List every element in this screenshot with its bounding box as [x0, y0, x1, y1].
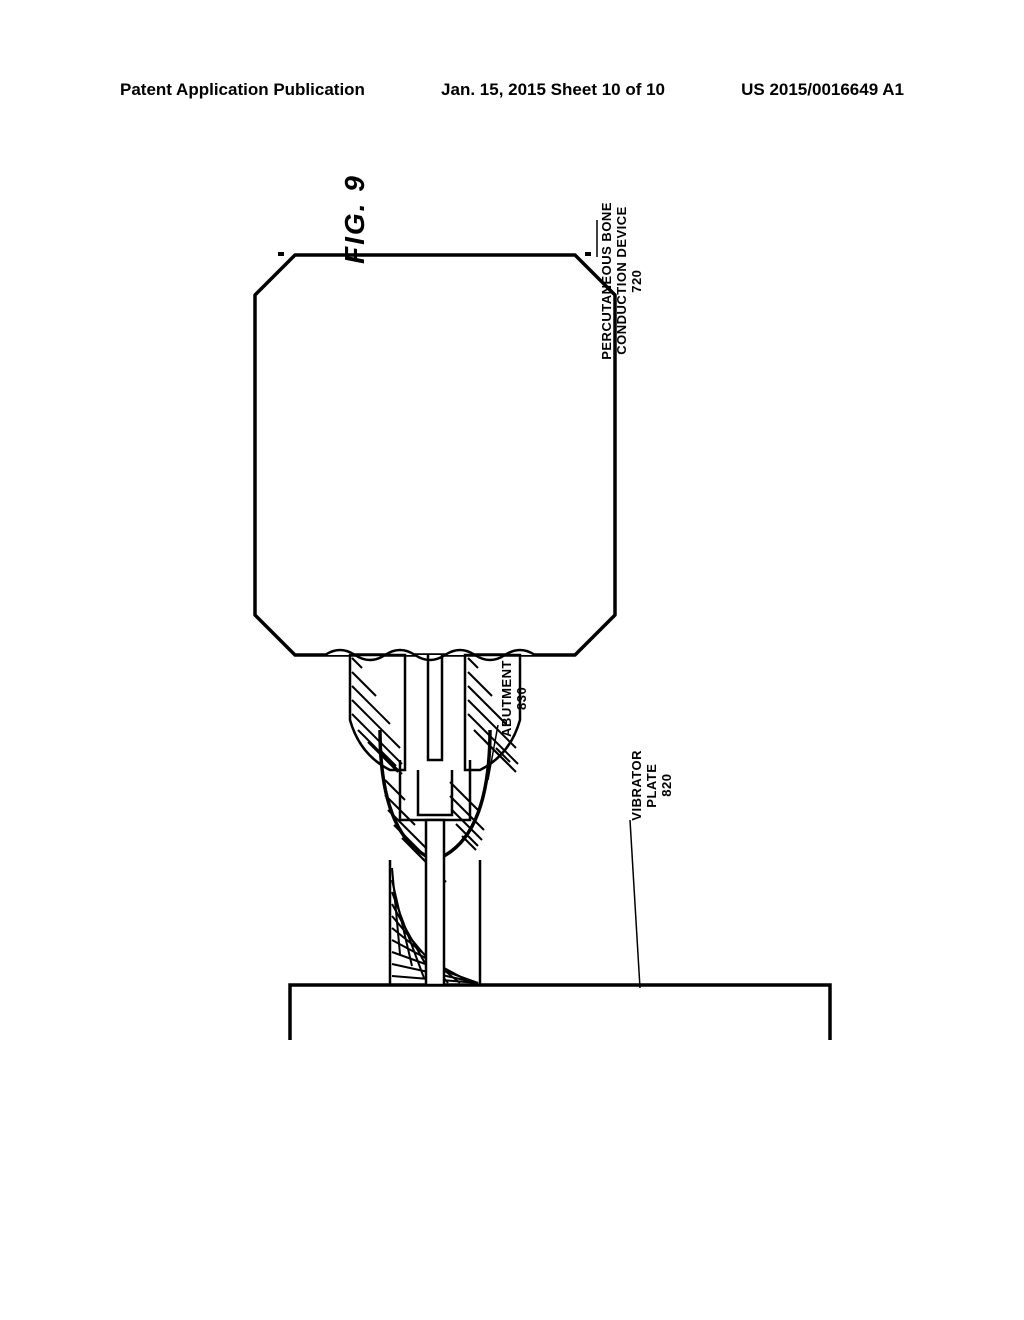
header-date-sheet: Jan. 15, 2015 Sheet 10 of 10	[441, 80, 665, 100]
patent-diagram	[100, 220, 900, 1040]
header-publication: Patent Application Publication	[120, 80, 365, 100]
figure-area: FIG. 9 PERCUTANEOUS BONE CONDUCTION DEVI…	[100, 220, 900, 1040]
header-docket: US 2015/0016649 A1	[741, 80, 904, 100]
